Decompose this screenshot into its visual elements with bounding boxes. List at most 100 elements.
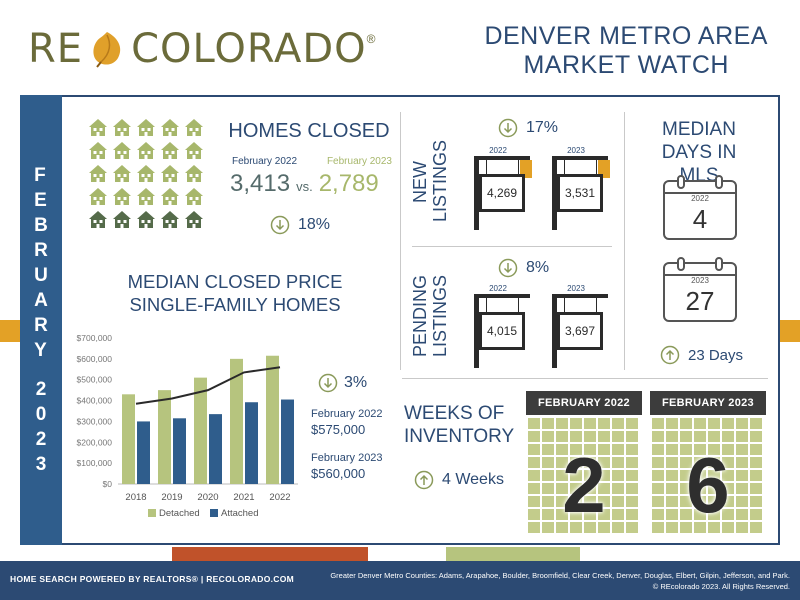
up-arrow-icon	[660, 345, 680, 365]
median-price-note-2023: February 2023 $560,000	[311, 450, 383, 482]
down-arrow-icon	[498, 258, 518, 278]
week-cell	[556, 431, 568, 442]
new-listings-change: 17%	[498, 118, 558, 138]
month-letter: E	[34, 190, 47, 211]
median-price-title-line1: MEDIAN CLOSED PRICE	[127, 271, 343, 292]
week-cell	[750, 522, 762, 533]
calendar-header-line	[665, 192, 735, 194]
homes-closed-values: 3,413 vs. 2,789	[230, 170, 400, 198]
week-cell	[680, 522, 692, 533]
bar-detached	[194, 377, 207, 484]
week-cell	[598, 483, 610, 494]
sign-chain	[518, 160, 519, 174]
weeks-inventory-change: 4 Weeks	[414, 470, 504, 490]
month-letter: Y	[34, 340, 47, 361]
houses-grid	[88, 118, 206, 233]
x-tick-label: 2020	[197, 492, 218, 503]
week-cell	[528, 431, 540, 442]
week-cell	[542, 496, 554, 507]
bar-attached	[245, 402, 258, 484]
sign-tag-icon	[520, 160, 532, 178]
week-cell	[528, 457, 540, 468]
footer-link[interactable]: HOME SEARCH POWERED BY REALTORS® | RECOL…	[10, 574, 295, 584]
week-cell	[626, 457, 638, 468]
week-cell	[666, 418, 678, 429]
week-cell	[736, 470, 748, 481]
sign-chain	[596, 160, 597, 174]
week-cell	[626, 431, 638, 442]
week-cell	[556, 470, 568, 481]
week-cell	[528, 418, 540, 429]
house-icon	[113, 119, 131, 136]
weeks-inventory-value: 6	[686, 441, 730, 529]
week-cell	[736, 522, 748, 533]
sign-arm	[552, 156, 608, 160]
homes-closed-vs: vs.	[296, 179, 313, 194]
week-cell	[694, 431, 706, 442]
median-price-note-2022: February 2022 $575,000	[311, 406, 383, 438]
median-price-note1-label: February 2022	[311, 408, 383, 420]
week-cell	[528, 444, 540, 455]
bar-detached	[122, 394, 135, 484]
month-letter: A	[34, 290, 48, 311]
sign-post	[552, 294, 557, 368]
sign-year: 2023	[567, 284, 585, 293]
house-icon	[161, 188, 179, 205]
week-cell	[708, 431, 720, 442]
year-letter: 0	[35, 404, 47, 425]
sign-arm	[474, 156, 530, 160]
median-price-title: MEDIAN CLOSED PRICE SINGLE-FAMILY HOMES	[70, 270, 400, 316]
new-listings-change-value: 17%	[526, 119, 559, 136]
week-cell	[722, 522, 734, 533]
y-tick-label: $300,000	[77, 416, 113, 426]
week-cell	[694, 509, 706, 520]
week-cell	[584, 457, 596, 468]
y-tick-label: $100,000	[77, 458, 113, 468]
weeks-inventory-2022: FEBRUARY 2022 2	[526, 391, 642, 533]
bar-attached	[173, 418, 186, 484]
page-title-line1: DENVER METRO AREA	[484, 22, 768, 50]
week-cell	[750, 483, 762, 494]
week-cell	[556, 418, 568, 429]
week-cell	[612, 509, 624, 520]
sign-chain	[564, 160, 565, 174]
bar-attached	[209, 414, 222, 484]
calendar-ring	[677, 175, 685, 189]
week-cell	[612, 418, 624, 429]
weeks-inventory-label: FEBRUARY 2023	[650, 391, 766, 415]
footer-copyright: © REcolorado 2023. All Rights Reserved.	[652, 582, 790, 591]
house-icon	[89, 165, 107, 182]
week-cell	[736, 457, 748, 468]
week-cell	[626, 418, 638, 429]
legend-swatch-attached	[210, 509, 218, 517]
calendar-value: 27	[685, 286, 715, 316]
week-cell	[570, 483, 582, 494]
week-cell	[612, 431, 624, 442]
median-price-note2-label: February 2023	[311, 452, 383, 464]
week-cell	[570, 509, 582, 520]
recolorado-logo[interactable]: RE COLORADO ®	[28, 26, 376, 72]
week-cell	[626, 509, 638, 520]
week-cell	[612, 496, 624, 507]
homes-closed-value1: 3,413	[230, 170, 291, 197]
week-cell	[708, 483, 720, 494]
week-cell	[694, 457, 706, 468]
week-cell	[694, 470, 706, 481]
y-tick-label: $200,000	[77, 437, 113, 447]
legend-swatch-detached	[148, 509, 156, 517]
week-cell	[666, 483, 678, 494]
median-price-change-value: 3%	[344, 374, 368, 391]
new-listings-title-line2: LISTINGS	[430, 139, 450, 222]
week-cell	[528, 522, 540, 533]
calendar-ring	[677, 257, 685, 271]
week-cell	[570, 522, 582, 533]
week-cell	[626, 444, 638, 455]
house-icon	[89, 211, 107, 228]
year-letter: 3	[35, 454, 47, 475]
bottom-accent-green	[446, 547, 580, 561]
week-cell	[708, 522, 720, 533]
week-cell	[680, 483, 692, 494]
week-cell	[680, 418, 692, 429]
y-tick-label: $0	[103, 479, 113, 489]
